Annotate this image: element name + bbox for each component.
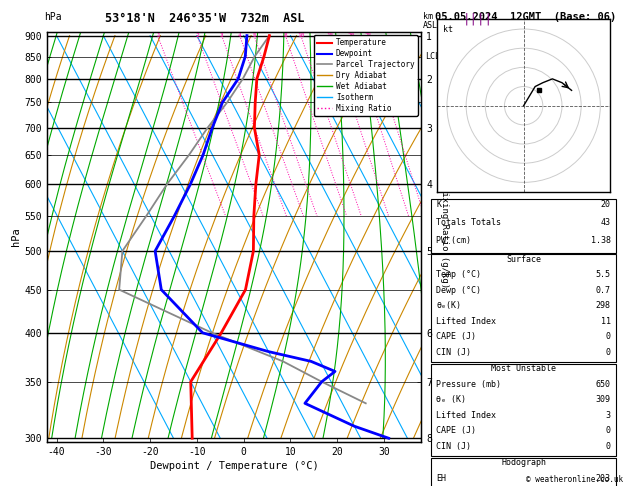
Text: 650: 650	[596, 380, 611, 389]
Bar	[431, 364, 616, 456]
Text: 2: 2	[196, 33, 199, 37]
Text: θₑ (K): θₑ (K)	[437, 395, 467, 404]
Text: Surface: Surface	[506, 255, 541, 264]
Text: ||||: ||||	[462, 12, 493, 25]
Legend: Temperature, Dewpoint, Parcel Trajectory, Dry Adiabat, Wet Adiabat, Isotherm, Mi: Temperature, Dewpoint, Parcel Trajectory…	[314, 35, 418, 116]
Text: Temp (°C): Temp (°C)	[437, 270, 481, 279]
Y-axis label: hPa: hPa	[11, 227, 21, 246]
Text: 0.7: 0.7	[596, 286, 611, 295]
Text: 0: 0	[606, 442, 611, 451]
Text: Most Unstable: Most Unstable	[491, 364, 556, 373]
Text: 1: 1	[156, 33, 160, 37]
Text: Hodograph: Hodograph	[501, 458, 546, 468]
Text: 8: 8	[284, 33, 287, 37]
Text: θₑ(K): θₑ(K)	[437, 301, 462, 311]
Text: 0: 0	[606, 332, 611, 341]
Text: 43: 43	[601, 218, 611, 227]
Text: CAPE (J): CAPE (J)	[437, 426, 476, 435]
Y-axis label: Mixing Ratio (g/kg): Mixing Ratio (g/kg)	[440, 186, 449, 288]
Text: © weatheronline.co.uk: © weatheronline.co.uk	[526, 474, 623, 484]
Text: 15: 15	[326, 33, 333, 37]
X-axis label: Dewpoint / Temperature (°C): Dewpoint / Temperature (°C)	[150, 461, 319, 471]
Text: 0: 0	[606, 348, 611, 357]
Text: 3: 3	[606, 411, 611, 420]
Text: 309: 309	[596, 395, 611, 404]
Text: 4: 4	[238, 33, 242, 37]
Text: hPa: hPa	[44, 12, 62, 22]
Text: 1.38: 1.38	[591, 236, 611, 245]
Text: CIN (J): CIN (J)	[437, 442, 471, 451]
Bar	[431, 458, 616, 486]
Text: 5.5: 5.5	[596, 270, 611, 279]
Text: 05.05.2024  12GMT  (Base: 06): 05.05.2024 12GMT (Base: 06)	[435, 12, 616, 22]
Text: 20: 20	[601, 201, 611, 209]
Text: km
ASL: km ASL	[423, 12, 438, 30]
Bar	[431, 254, 616, 363]
Text: 53°18'N  246°35'W  732m  ASL: 53°18'N 246°35'W 732m ASL	[104, 12, 304, 25]
Text: kt: kt	[443, 25, 452, 34]
Text: 11: 11	[601, 317, 611, 326]
Text: CAPE (J): CAPE (J)	[437, 332, 476, 341]
Text: 10: 10	[297, 33, 304, 37]
Text: 20: 20	[347, 33, 355, 37]
Text: Dewp (°C): Dewp (°C)	[437, 286, 481, 295]
Text: Pressure (mb): Pressure (mb)	[437, 380, 501, 389]
Text: 203: 203	[596, 474, 611, 483]
Text: 0: 0	[606, 426, 611, 435]
Text: CIN (J): CIN (J)	[437, 348, 471, 357]
Text: Lifted Index: Lifted Index	[437, 411, 496, 420]
Text: 25: 25	[364, 33, 372, 37]
Text: 5: 5	[252, 33, 256, 37]
Text: PW (cm): PW (cm)	[437, 236, 471, 245]
Text: EH: EH	[437, 474, 447, 483]
Text: 298: 298	[596, 301, 611, 311]
Text: K: K	[437, 201, 442, 209]
Text: LCL: LCL	[426, 52, 440, 61]
Text: Totals Totals: Totals Totals	[437, 218, 501, 227]
Text: 3: 3	[220, 33, 223, 37]
Bar	[431, 199, 616, 253]
Text: Lifted Index: Lifted Index	[437, 317, 496, 326]
